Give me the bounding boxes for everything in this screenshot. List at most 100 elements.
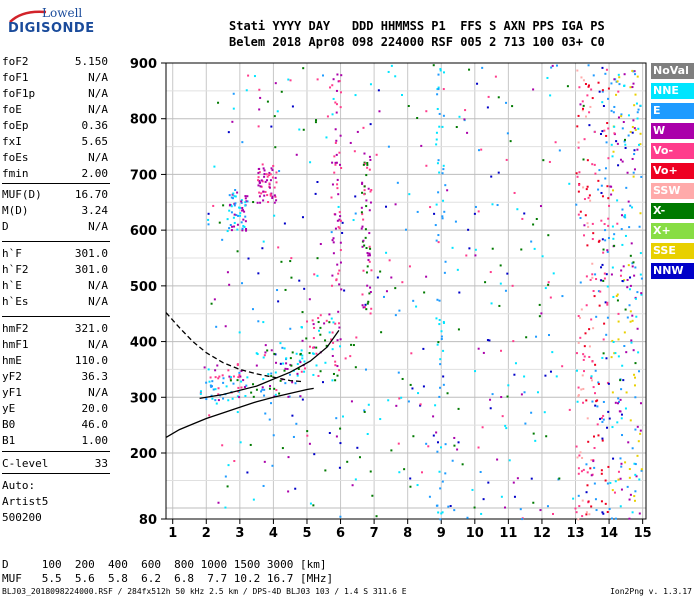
echo-dot bbox=[604, 229, 607, 232]
echo-dot bbox=[592, 289, 595, 292]
echo-dot bbox=[603, 322, 606, 325]
echo-dot bbox=[626, 316, 629, 319]
echo-dot bbox=[401, 93, 404, 96]
header-field-values: Belem 2018 Apr08 098 224000 RSF 005 2 71… bbox=[229, 35, 605, 49]
echo-dot bbox=[621, 160, 624, 163]
echo-dot bbox=[232, 375, 235, 378]
echo-dot bbox=[590, 375, 593, 378]
echo-dot bbox=[613, 125, 616, 128]
echo-dot bbox=[237, 376, 240, 379]
echo-dot bbox=[594, 273, 597, 276]
x-tick-label: 4 bbox=[269, 526, 278, 541]
echo-dot bbox=[332, 97, 335, 100]
echo-dot bbox=[312, 323, 315, 326]
echo-dot bbox=[583, 198, 586, 201]
echo-dot bbox=[363, 410, 366, 413]
echo-dot bbox=[429, 206, 432, 209]
echo-dot bbox=[640, 468, 643, 471]
param-label: h`F bbox=[2, 247, 22, 260]
echo-dot bbox=[306, 430, 309, 433]
param-separator bbox=[2, 451, 110, 452]
echo-dot bbox=[217, 101, 220, 104]
echo-dot bbox=[318, 329, 321, 332]
echo-dot bbox=[437, 241, 440, 244]
echo-dot bbox=[432, 64, 435, 67]
param-label: h`F2 bbox=[2, 263, 29, 276]
echo-dot bbox=[438, 112, 441, 115]
echo-dot bbox=[442, 114, 445, 117]
echo-dot bbox=[566, 85, 569, 88]
echo-dot bbox=[487, 95, 490, 98]
echo-dot bbox=[633, 384, 636, 387]
echo-dot bbox=[597, 381, 600, 384]
echo-dot bbox=[262, 199, 265, 202]
echo-dot bbox=[597, 240, 600, 243]
echo-dot bbox=[583, 345, 586, 348]
echo-dot bbox=[626, 171, 629, 174]
echo-dot bbox=[274, 82, 277, 85]
echo-dot bbox=[490, 302, 493, 305]
echo-dot bbox=[334, 322, 337, 325]
echo-dot bbox=[339, 261, 342, 264]
echo-dot bbox=[598, 239, 601, 242]
echo-dot bbox=[362, 269, 365, 272]
echo-dot bbox=[238, 331, 241, 334]
echo-dot bbox=[270, 402, 273, 405]
echo-dot bbox=[535, 217, 538, 220]
echo-dot bbox=[221, 238, 224, 241]
echo-dot bbox=[252, 498, 255, 501]
echo-dot bbox=[356, 446, 359, 449]
version-label: Ion2Png v. 1.3.17 bbox=[610, 587, 692, 596]
echo-dot bbox=[584, 214, 587, 217]
echo-dot bbox=[366, 284, 369, 287]
echo-dot bbox=[362, 306, 365, 309]
echo-dot bbox=[280, 260, 283, 263]
echo-dot bbox=[301, 398, 304, 401]
echo-dot bbox=[591, 262, 594, 265]
echo-dot bbox=[332, 341, 335, 344]
echo-dot bbox=[616, 299, 619, 302]
echo-dot bbox=[436, 441, 439, 444]
echo-dot bbox=[629, 86, 632, 89]
echo-dot bbox=[598, 169, 601, 172]
echo-dot bbox=[561, 365, 564, 368]
echo-dot bbox=[577, 395, 580, 398]
echo-dot bbox=[222, 204, 225, 207]
echo-dot bbox=[284, 367, 287, 370]
param-row: h`E N/A bbox=[2, 279, 108, 295]
echo-dot bbox=[640, 469, 643, 472]
param-row: foF1p N/A bbox=[2, 87, 108, 103]
echo-dot bbox=[222, 377, 225, 380]
echo-dot bbox=[316, 274, 319, 277]
echo-dot bbox=[442, 71, 445, 74]
echo-dot bbox=[602, 418, 605, 421]
echo-dot bbox=[597, 434, 600, 437]
echo-dot bbox=[600, 417, 603, 420]
echo-dot bbox=[332, 241, 335, 244]
echo-dot bbox=[428, 495, 431, 498]
logo-swoosh-icon bbox=[9, 10, 47, 23]
echo-dot bbox=[463, 118, 466, 121]
echo-dot bbox=[263, 169, 266, 172]
echo-dot bbox=[612, 295, 615, 298]
param-row: fmin 2.00 bbox=[2, 167, 108, 183]
echo-dot bbox=[363, 244, 366, 247]
echo-dot bbox=[606, 185, 609, 188]
echo-dot bbox=[543, 411, 546, 414]
echo-dot bbox=[339, 345, 342, 348]
echo-dot bbox=[631, 511, 634, 514]
echo-dot bbox=[246, 195, 249, 198]
echo-dot bbox=[487, 481, 490, 484]
echo-dot bbox=[435, 317, 438, 320]
echo-dot bbox=[599, 417, 602, 420]
echo-dot bbox=[582, 370, 585, 373]
echo-dot bbox=[221, 374, 224, 377]
echo-dot bbox=[601, 101, 604, 104]
echo-dot bbox=[199, 391, 202, 394]
echo-dot bbox=[636, 425, 639, 428]
echo-dot bbox=[601, 437, 604, 440]
x-tick-label: 15 bbox=[634, 526, 652, 541]
echo-dot bbox=[628, 517, 631, 520]
param-row: fxI 5.65 bbox=[2, 135, 108, 151]
echo-dot bbox=[477, 149, 480, 152]
